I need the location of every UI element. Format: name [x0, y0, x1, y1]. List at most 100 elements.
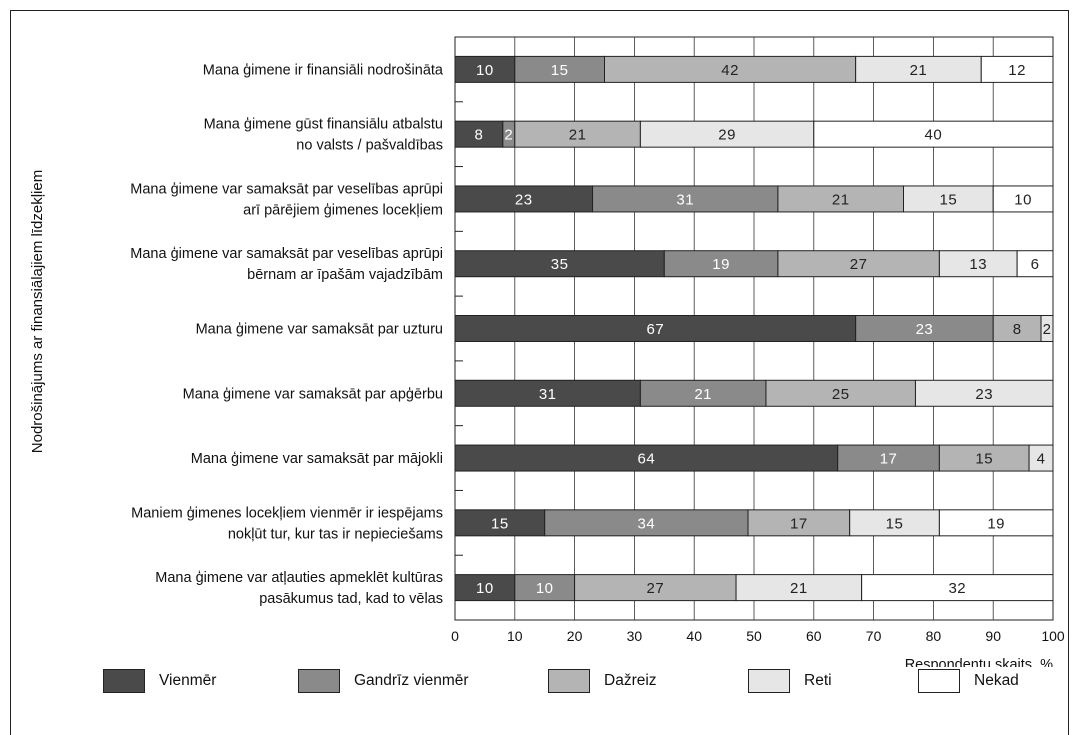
category-label: Mana ģimene var samaksāt par veselības a… [130, 246, 443, 262]
data-label: 29 [718, 127, 736, 144]
data-label: 21 [569, 127, 587, 144]
bar-segment [454, 509, 546, 537]
bar-segment [604, 55, 857, 83]
x-tick-label: 70 [866, 628, 882, 644]
bar-segment [914, 379, 1054, 407]
bar-segment [663, 250, 779, 278]
legend-item: Reti [748, 667, 832, 695]
x-tick-label: 0 [451, 628, 459, 644]
category-label: Mana ģimene gūst finansiālu atbalstu [204, 117, 443, 133]
data-label: 64 [638, 451, 656, 468]
x-tick-label: 30 [627, 628, 643, 644]
legend-label: Gandrīz vienmēr [354, 672, 469, 689]
data-label: 27 [646, 580, 664, 597]
category-label: pasākumus tad, kad to vēlas [259, 591, 443, 607]
bar-segment [544, 509, 749, 537]
category-label: Mana ģimene var samaksāt par uzturu [196, 322, 443, 338]
data-label: 25 [832, 386, 850, 403]
bar-segment [855, 315, 994, 342]
bar-segment [938, 444, 1030, 472]
category-label: Mana ģimene var atļauties apmeklēt kultū… [155, 570, 443, 586]
data-label: 15 [940, 191, 958, 208]
data-label: 2 [504, 127, 513, 144]
data-label: 10 [1014, 191, 1032, 208]
legend-swatch [548, 669, 590, 693]
data-label: 15 [491, 515, 509, 532]
data-label: 21 [832, 191, 850, 208]
data-label: 17 [880, 451, 898, 468]
data-label: 10 [476, 580, 494, 597]
legend-swatch [298, 669, 340, 693]
x-tick-label: 50 [746, 628, 762, 644]
data-label: 8 [1013, 321, 1022, 338]
data-label: 17 [790, 515, 808, 532]
bar-segment [747, 509, 851, 537]
category-label: Maniem ģimenes locekļiem vienmēr ir iesp… [131, 505, 443, 521]
data-label: 35 [551, 256, 569, 273]
data-label: 42 [721, 62, 739, 79]
bar-segment [938, 250, 1018, 278]
data-label: 19 [987, 515, 1005, 532]
legend-swatch [748, 669, 790, 693]
category-label: Mana ģimene var samaksāt par apģērbu [183, 386, 443, 402]
data-label: 4 [1037, 451, 1046, 468]
bar-segment [992, 185, 1054, 213]
bar-segment [454, 379, 641, 407]
x-tick-label: 100 [1041, 628, 1065, 644]
x-tick-label: 90 [985, 628, 1001, 644]
bar-segment [777, 185, 904, 213]
y-axis-title: Nodrošinājums ar finansiālajiem līdzekļi… [29, 170, 46, 453]
legend-swatch [918, 669, 960, 693]
data-label: 31 [676, 191, 694, 208]
data-label: 23 [515, 191, 533, 208]
data-label: 2 [1043, 321, 1052, 338]
data-label: 34 [638, 515, 656, 532]
category-label: Mana ģimene var samaksāt par mājokli [191, 451, 443, 467]
data-label: 21 [694, 386, 712, 403]
bar-segment [514, 574, 576, 602]
bar-segment [454, 315, 857, 342]
legend-item: Vienmēr [103, 667, 216, 695]
bar-segment [813, 120, 1054, 148]
bar-segment [574, 574, 737, 602]
x-tick-label: 40 [686, 628, 702, 644]
legend-label: Nekad [974, 672, 1019, 689]
category-label: no valsts / pašvaldības [296, 138, 443, 154]
legend-label: Dažreiz [604, 672, 657, 689]
bar-segment [454, 574, 516, 602]
bar-segment [1028, 444, 1054, 472]
x-axis-title: Respondentu skaits, % [905, 657, 1053, 667]
data-label: 32 [948, 580, 966, 597]
category-label: bērnam ar īpašām vajadzībām [247, 267, 443, 283]
data-label: 31 [539, 386, 557, 403]
data-label: 23 [916, 321, 934, 338]
x-tick-label: 20 [567, 628, 583, 644]
data-label: 8 [474, 127, 483, 144]
data-label: 27 [850, 256, 868, 273]
bar-segment [735, 574, 863, 602]
data-label: 6 [1031, 256, 1040, 273]
x-tick-label: 60 [806, 628, 822, 644]
x-tick-label: 80 [926, 628, 942, 644]
data-label: 15 [886, 515, 904, 532]
data-label: 21 [790, 580, 808, 597]
bar-segment [765, 379, 916, 407]
x-tick-label: 10 [507, 628, 523, 644]
data-label: 12 [1008, 62, 1026, 79]
data-label: 21 [910, 62, 928, 79]
legend-swatch [103, 669, 145, 693]
data-label: 40 [925, 127, 943, 144]
data-label: 67 [646, 321, 664, 338]
data-label: 19 [712, 256, 730, 273]
bar-segment [938, 509, 1054, 537]
legend-label: Reti [804, 672, 832, 689]
data-label: 15 [975, 451, 993, 468]
bar-segment [1040, 315, 1054, 342]
category-label: Mana ģimene ir finansiāli nodrošināta [203, 62, 444, 78]
data-label: 10 [476, 62, 494, 79]
bar-segment [1016, 250, 1054, 278]
data-label: 15 [551, 62, 569, 79]
category-label: arī pārējiem ģimenes locekļiem [243, 202, 443, 218]
bar-segment [980, 55, 1054, 83]
